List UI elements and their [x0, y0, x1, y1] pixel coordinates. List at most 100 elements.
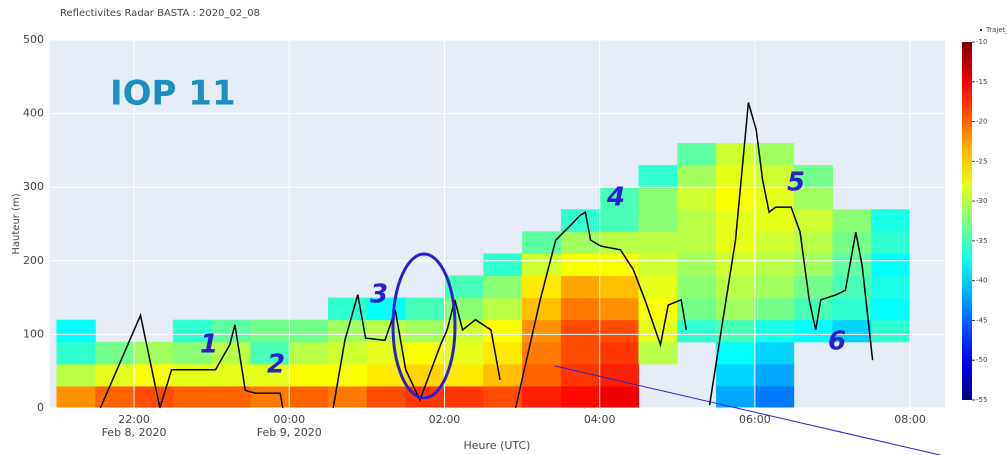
y-tick-label: 500: [23, 33, 44, 46]
heatmap-cell: [522, 385, 562, 409]
heatmap-cell: [871, 319, 911, 343]
heatmap-cell: [599, 275, 639, 299]
heatmap-cell: [638, 297, 678, 321]
heatmap-cell: [599, 319, 639, 343]
heatmap-cell: [754, 275, 795, 299]
heatmap-cell: [483, 385, 523, 409]
heatmap-cell: [560, 385, 601, 409]
heatmap-cell: [172, 363, 213, 387]
heatmap-cell: [289, 319, 329, 343]
heatmap-cell: [638, 253, 678, 277]
heatmap-cell: [560, 297, 601, 321]
heatmap-cell: [638, 275, 678, 299]
heatmap-cell: [677, 297, 717, 321]
heatmap-cell: [599, 253, 639, 277]
heatmap-cell: [793, 253, 833, 277]
heatmap-cell: [444, 363, 484, 387]
heatmap-cell: [522, 231, 562, 254]
heatmap-cell: [522, 275, 562, 299]
heatmap-cell: [560, 275, 601, 299]
heatmap-cell: [754, 363, 795, 387]
heatmap-cell: [716, 165, 756, 188]
heatmap-cell: [638, 165, 678, 188]
heatmap-cell: [522, 319, 562, 343]
heatmap-cell: [716, 187, 756, 210]
heatmap-cell: [832, 231, 872, 254]
annotation: 6: [828, 327, 846, 357]
heatmap-cell: [754, 341, 795, 365]
x-tick-label: 04:00: [584, 413, 616, 426]
heatmap-cell: [638, 319, 678, 343]
highlight-ellipse: [391, 252, 457, 400]
heatmap-cell: [134, 341, 174, 365]
heatmap-cell: [638, 231, 678, 254]
x-tick-label: 02:00: [429, 413, 461, 426]
heatmap-cell: [638, 341, 678, 365]
colorbar-tick-label: -45: [976, 316, 987, 324]
annotation: 2: [267, 350, 285, 380]
heatmap-cell: [366, 319, 407, 343]
heatmap-cell: [95, 385, 135, 409]
heatmap-cell: [444, 385, 484, 409]
heatmap-cell: [754, 165, 795, 188]
heatmap-cell: [483, 275, 523, 299]
heatmap-cell: [754, 253, 795, 277]
heatmap-cell: [483, 297, 523, 321]
heatmap-cell: [716, 341, 756, 365]
heatmap-cell: [793, 187, 833, 210]
heatmap-cell: [599, 297, 639, 321]
heatmap-cell: [716, 385, 756, 409]
heatmap-cell: [754, 297, 795, 321]
heatmap-cell: [677, 209, 717, 232]
heatmap-cell: [716, 363, 756, 387]
chart-title: Reflectivites Radar BASTA : 2020_02_08: [60, 8, 260, 19]
heatmap-cell: [289, 385, 329, 409]
heatmap-cell: [405, 341, 445, 365]
heatmap-cell: [250, 363, 290, 387]
heatmap-cell: [793, 231, 833, 254]
heatmap-cell: [211, 319, 251, 343]
heatmap-cell: [211, 385, 251, 409]
heatmap-cell: [134, 385, 174, 409]
heatmap-cell: [677, 319, 717, 343]
heatmap-cell: [483, 253, 523, 277]
colorbar-tick-label: -10: [976, 38, 987, 46]
colorbar-tick-label: -20: [976, 118, 987, 126]
heatmap-cell: [289, 341, 329, 365]
x-axis-label: Heure (UTC): [464, 439, 531, 452]
heatmap-cell: [793, 297, 833, 321]
heatmap-cell: [405, 363, 445, 387]
heatmap-cell: [328, 363, 368, 387]
heatmap-cell: [366, 385, 407, 409]
heatmap-cell: [677, 275, 717, 299]
heatmap-cell: [599, 187, 639, 210]
heatmap-cell: [793, 209, 833, 232]
heatmap-cell: [871, 231, 911, 254]
colorbar-tick-label: -35: [976, 237, 987, 245]
heatmap-cell: [716, 209, 756, 232]
heatmap-cell: [250, 319, 290, 343]
heatmap-cell: [716, 275, 756, 299]
heatmap-cell: [716, 253, 756, 277]
annotation: 1: [200, 330, 218, 360]
heatmap-cell: [250, 385, 290, 409]
heatmap-cell: [289, 363, 329, 387]
heatmap-cell: [56, 385, 96, 409]
heatmap-cell: [638, 187, 678, 210]
heatmap-cell: [599, 341, 639, 365]
heatmap-cell: [677, 187, 717, 210]
heatmap-cell: [599, 363, 639, 387]
heatmap-cell: [832, 297, 872, 321]
heatmap-cell: [405, 297, 445, 321]
heatmap-cell: [677, 231, 717, 254]
heatmap-cell: [366, 363, 407, 387]
heatmap-cell: [522, 297, 562, 321]
colorbar-tick-label: -40: [976, 277, 987, 285]
heatmap-cell: [211, 363, 251, 387]
x-tick-label: 08:00: [894, 413, 926, 426]
heatmap-cell: [522, 363, 562, 387]
y-tick-label: 400: [23, 107, 44, 120]
colorbar-tick-label: -30: [976, 197, 987, 205]
colorbar-tick-label: -25: [976, 157, 987, 165]
heatmap-cell: [832, 209, 872, 232]
